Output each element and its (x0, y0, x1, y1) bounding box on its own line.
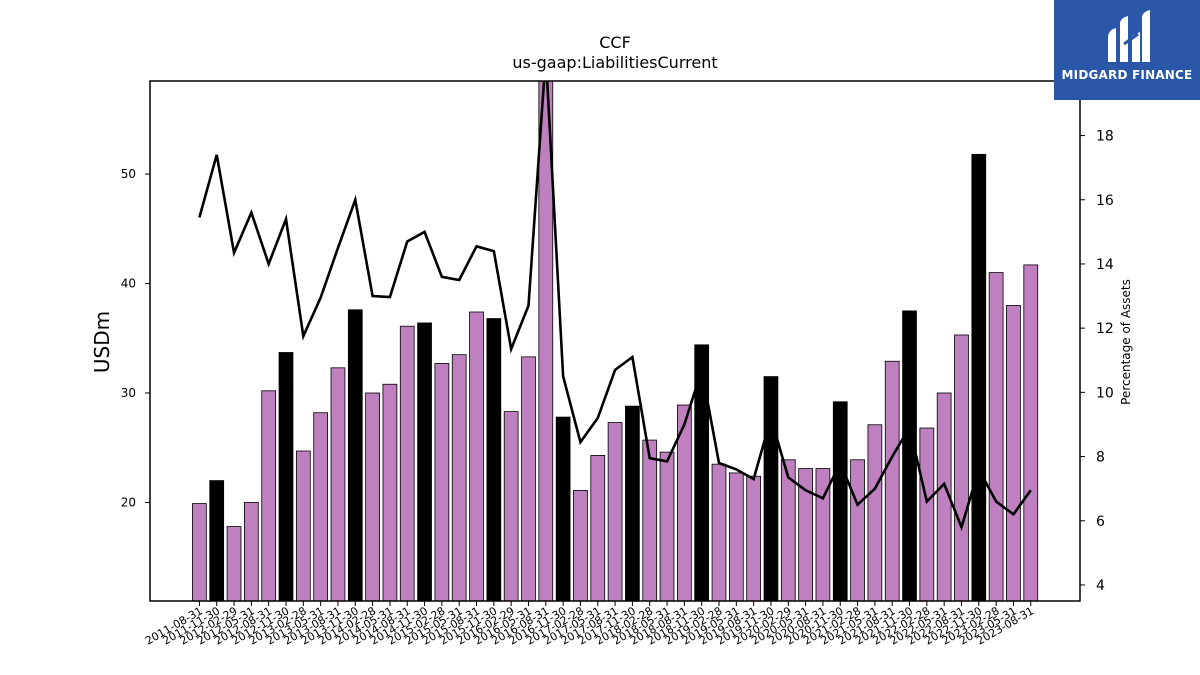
bar (971, 153, 987, 601)
bar (503, 411, 519, 601)
bar (486, 318, 502, 601)
bar (209, 480, 225, 601)
bar (780, 459, 796, 601)
bar (677, 404, 692, 601)
bar (642, 439, 658, 601)
y-tick-label: 50 (121, 167, 136, 181)
chart-title: CCF (599, 33, 631, 52)
bar (746, 475, 761, 601)
line-series (198, 81, 1032, 532)
y-tick-label: 20 (121, 495, 136, 509)
bar (469, 311, 484, 601)
bar (850, 459, 865, 601)
bar (659, 451, 675, 601)
bar (832, 401, 848, 601)
bar (382, 383, 398, 601)
y-axis-label: USDm (90, 311, 114, 373)
bar (573, 490, 588, 601)
bar (1006, 305, 1021, 601)
chart-subtitle: us-gaap:LiabilitiesCurrent (512, 53, 717, 72)
bar (728, 472, 744, 601)
bar (313, 412, 328, 601)
bar (261, 390, 277, 601)
bar (694, 344, 710, 601)
bar (521, 356, 536, 601)
y2-tick-label: 16 (1096, 193, 1114, 209)
logo-text: MIDGARD FINANCE (1061, 68, 1193, 82)
bar (244, 502, 259, 601)
bar (815, 468, 831, 601)
bar (936, 392, 952, 601)
line-path (198, 81, 1032, 532)
y2-tick-label: 8 (1096, 450, 1105, 466)
y-tick-label: 30 (121, 386, 136, 400)
bar (278, 352, 294, 601)
bar (330, 367, 346, 601)
bar (295, 450, 311, 601)
bar (867, 424, 883, 601)
bar (798, 468, 813, 601)
y2-axis-ticks: 4 6 8 10 12 14 16 18 (1080, 129, 1114, 594)
bar (399, 325, 415, 601)
bar (365, 392, 380, 601)
logo-mark-icon (1108, 10, 1150, 62)
bar (988, 272, 1004, 601)
y2-tick-label: 10 (1096, 385, 1114, 401)
bar (590, 454, 606, 601)
y2-tick-label: 18 (1096, 129, 1114, 145)
y2-axis-label: Percentage of Assets (1119, 279, 1133, 405)
bar (451, 354, 467, 601)
bar (902, 310, 917, 601)
x-axis-ticks: 2011-08-312011-11-302012-02-292012-05-31… (143, 601, 1036, 648)
brand-logo: MIDGARD FINANCE (1054, 0, 1200, 100)
y2-tick-label: 6 (1096, 514, 1105, 530)
bar (607, 422, 623, 601)
bar (763, 376, 779, 601)
y2-tick-label: 12 (1096, 321, 1114, 337)
bar (711, 463, 727, 601)
bar-series (192, 81, 1039, 601)
bar (555, 416, 571, 601)
bar (1023, 264, 1039, 601)
bar (919, 427, 935, 601)
y2-tick-label: 4 (1096, 578, 1105, 594)
y2-tick-label: 14 (1096, 257, 1114, 273)
y-tick-label: 40 (121, 277, 136, 291)
bar (884, 360, 900, 601)
bar (434, 363, 450, 601)
bar (954, 334, 969, 601)
y-axis-ticks: 20 30 40 50 (121, 167, 150, 509)
bar (226, 526, 242, 601)
bar (192, 503, 207, 601)
bar (625, 405, 640, 601)
bar (417, 322, 432, 601)
bar (347, 309, 363, 601)
